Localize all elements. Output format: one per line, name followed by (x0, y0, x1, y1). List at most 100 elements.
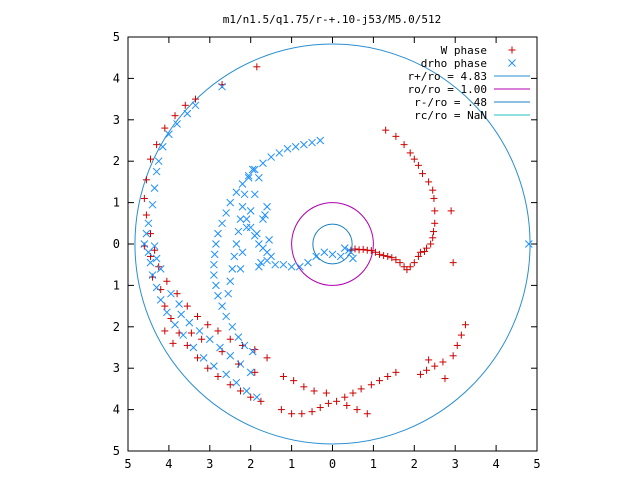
y-tick-label: 4 (113, 71, 120, 85)
w-phase-point (247, 393, 255, 401)
y-tick-label: 2 (113, 154, 120, 168)
drho-phase-point (224, 289, 233, 298)
drho-phase-point (248, 165, 257, 174)
circle-roro (291, 202, 374, 286)
w-phase-point (169, 339, 177, 347)
w-phase-point (363, 410, 371, 418)
w-phase-point (384, 252, 392, 260)
w-phase-point (449, 259, 457, 267)
drho-phase-point (246, 368, 255, 377)
w-phase-point (410, 155, 418, 163)
w-phase-point (204, 364, 212, 372)
y-tick-label: 1 (113, 196, 120, 210)
drho-phase-point (152, 254, 161, 263)
drho-phase-point (179, 331, 188, 339)
x-tick-label: 2 (411, 457, 418, 471)
drho-phase-point (152, 283, 161, 292)
drho-phase-point (234, 333, 243, 342)
drho-phase-point (232, 188, 241, 197)
drho-phase-point (226, 198, 235, 207)
drho-phase-point (140, 240, 149, 248)
drho-phase-point (242, 387, 251, 395)
legend-label: drho phase (421, 57, 487, 70)
drho-phase-point (255, 173, 263, 182)
w-phase-point (310, 387, 318, 395)
drho-phase-point (240, 341, 249, 350)
w-phase-point (279, 372, 287, 380)
drho-phase-point (210, 260, 218, 269)
legend-label: rc/ro = NaN (414, 109, 487, 122)
x-tick-label: 5 (124, 457, 131, 471)
w-phase-point (447, 207, 455, 215)
drho-phase-point (238, 248, 247, 257)
w-phase-point (430, 228, 438, 236)
w-phase-point (153, 141, 161, 149)
drho-phase-point (304, 258, 312, 267)
w-phase-point (359, 245, 367, 253)
drho-phase-point (183, 109, 192, 118)
legend-label: ro/ro = 1.00 (408, 83, 487, 96)
w-phase-point (418, 170, 426, 178)
x-tick-label: 0 (329, 457, 336, 471)
w-phase-point (198, 335, 206, 343)
drho-phase-point (316, 136, 325, 145)
chart-title: m1/n1.5/q1.75/r-+.10-j53/M5.0/512 (223, 13, 442, 26)
w-phase-point (416, 248, 424, 256)
drho-phase-point (259, 159, 267, 168)
drho-phase-point (265, 236, 273, 244)
drho-phase-point (236, 264, 245, 273)
drho-phase-point (250, 190, 259, 199)
w-phase-point (453, 341, 461, 349)
x-tick-label: 1 (288, 457, 295, 471)
legend-marker-swatch (508, 46, 516, 54)
drho-phase-point (328, 250, 337, 259)
drho-phase-point (212, 240, 220, 248)
w-phase-point (376, 377, 384, 385)
drho-phase-point (146, 258, 155, 267)
drho-phase-point (267, 153, 276, 161)
drho-phase-point (320, 248, 329, 257)
w-phase-point (423, 244, 431, 252)
w-phase-point (288, 410, 296, 418)
x-tick-label: 3 (452, 457, 459, 471)
w-phase-point (173, 290, 181, 298)
w-phase-point (457, 331, 465, 339)
w-phase-point (431, 362, 439, 370)
w-phase-point (461, 321, 469, 329)
drho-phase-point (150, 184, 159, 192)
w-phase-point (406, 149, 414, 157)
drho-phase-point (271, 260, 280, 269)
w-phase-point (251, 368, 259, 376)
y-tick-label: 5 (113, 444, 120, 458)
w-phase-point (429, 186, 437, 194)
w-phase-point (161, 327, 169, 335)
w-phase-point (214, 327, 222, 335)
w-phase-point (429, 234, 437, 242)
drho-phase-point (244, 171, 253, 180)
drho-phase-point (252, 393, 261, 402)
drho-phase-point (218, 82, 226, 91)
drho-phase-point (167, 289, 175, 298)
w-phase-point (392, 256, 400, 264)
drho-phase-point (222, 209, 231, 217)
drho-phase-point (279, 260, 288, 269)
w-phase-point (349, 389, 357, 397)
w-phase-point (414, 161, 422, 169)
x-tick-label: 3 (206, 457, 213, 471)
w-phase-point (181, 101, 189, 109)
drho-phase-point (250, 165, 259, 174)
drho-phase-point (349, 254, 357, 263)
x-tick-label: 1 (370, 457, 377, 471)
drho-phase-point (238, 180, 247, 188)
w-phase-point (425, 178, 433, 186)
w-phase-point (226, 335, 234, 343)
w-phase-point (257, 397, 265, 405)
drho-phase-point (216, 343, 224, 352)
drho-phase-point (218, 219, 226, 228)
drho-phase-point (347, 248, 355, 257)
drho-phase-point (308, 138, 316, 147)
w-phase-point (414, 252, 422, 260)
drho-phase-point (259, 215, 267, 224)
drho-phase-point (191, 101, 200, 110)
w-phase-point (151, 246, 159, 254)
